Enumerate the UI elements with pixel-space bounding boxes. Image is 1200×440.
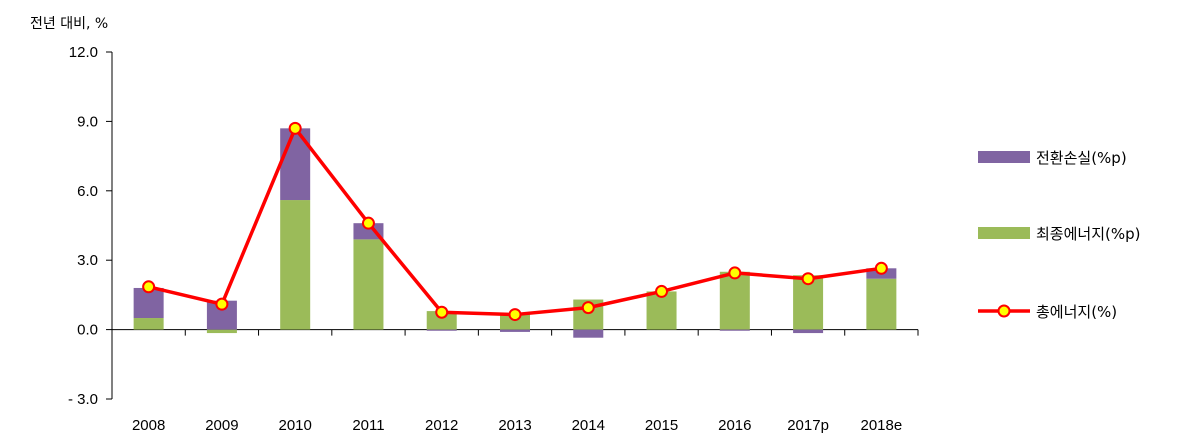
legend-swatch: [978, 227, 1030, 239]
point-total-energy: [142, 280, 156, 294]
bar-final-energy: [500, 313, 530, 330]
point-total-energy: [361, 216, 375, 230]
point-total-energy: [728, 266, 742, 280]
point-total-energy: [215, 297, 229, 311]
bar-conversion-loss: [353, 223, 384, 240]
bar-final-energy: [280, 200, 311, 330]
x-tick-label: 2012: [425, 417, 458, 434]
y-tick-label: 9.0: [77, 113, 98, 130]
legend-label: 전환손실(%p): [1036, 149, 1127, 167]
x-tick-label: 2009: [205, 417, 238, 434]
x-tick-label: 2010: [278, 417, 311, 434]
legend-label: 총에너지(%): [1036, 303, 1117, 321]
x-tick-label: 2013: [498, 417, 531, 434]
bar-conversion-loss: [500, 329, 530, 332]
point-total-energy: [655, 284, 669, 298]
x-tick-label: 2016: [718, 417, 751, 434]
x-tick-label: 2014: [572, 417, 605, 434]
legend: 전환손실(%p) 최종에너지(%p) 총에너지(%): [978, 149, 1140, 321]
bar-final-energy: [133, 318, 164, 330]
y-tick-label: 12.0: [69, 44, 98, 61]
bar-final-energy: [426, 311, 457, 330]
bar-final-energy: [206, 329, 237, 334]
y-tick-label: 0.0: [77, 322, 98, 339]
point-total-energy: [435, 305, 449, 319]
point-total-energy: [801, 272, 815, 286]
point-total-energy: [508, 308, 522, 322]
plot-area: - 3.0 0.0 3.0 6.0 9.0 12.0 2008 2009 2010 2011 201…: [68, 44, 919, 434]
y-tick-label: 6.0: [77, 183, 98, 200]
legend-marker: [997, 304, 1011, 318]
legend-swatch: [978, 151, 1030, 163]
point-total-energy: [874, 261, 888, 275]
y-tick-label: - 3.0: [68, 391, 98, 408]
x-tick-label: 2015: [645, 417, 678, 434]
bar-final-energy: [866, 278, 897, 330]
x-tick-label: 2018e: [861, 417, 903, 434]
y-tick-label: 3.0: [77, 252, 98, 269]
y-axis-label: 전년 대비, %: [30, 16, 108, 32]
point-total-energy: [581, 301, 595, 315]
bar-conversion-loss: [573, 329, 604, 338]
point-total-energy: [288, 121, 302, 135]
legend-label: 최종에너지(%p): [1036, 225, 1140, 243]
x-tick-label: 2011: [352, 417, 384, 434]
bar-final-energy: [353, 239, 384, 330]
bar-conversion-loss: [793, 329, 824, 334]
bar-conversion-loss: [719, 329, 750, 331]
line-total-energy: [148, 126, 882, 317]
x-tick-label: 2008: [132, 417, 165, 434]
bar-final-energy: [719, 271, 750, 330]
bar-conversion-loss: [426, 329, 457, 331]
x-tick-label: 2017p: [787, 417, 829, 434]
